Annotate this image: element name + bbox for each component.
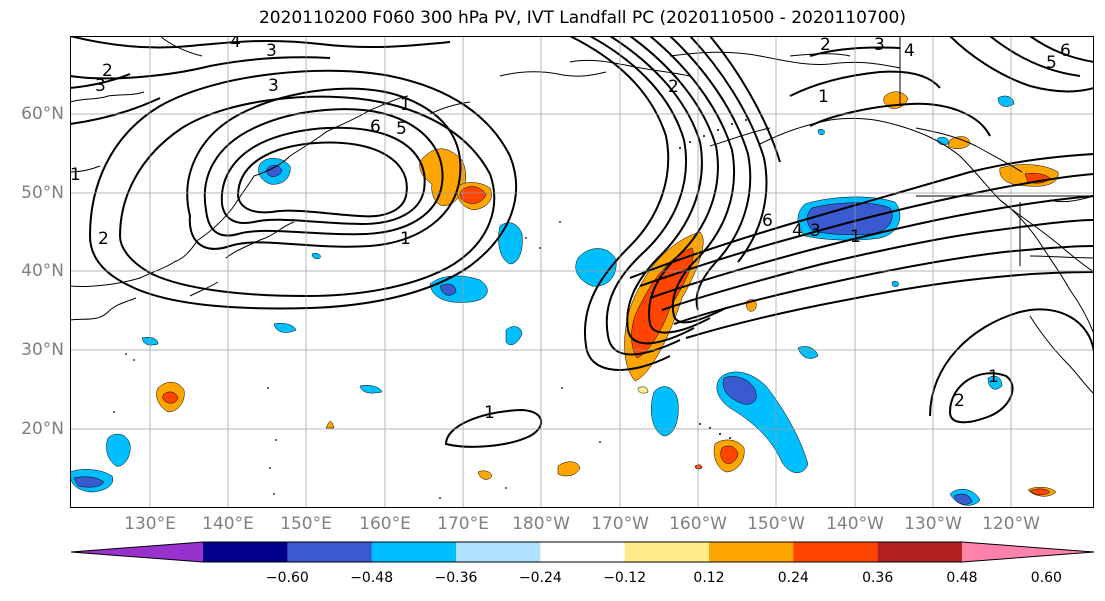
colorbar-swatch [540, 542, 626, 562]
contour-label: 2 [102, 61, 113, 81]
colorbar-tick-label: −0.24 [518, 570, 562, 586]
lon-label: 160°E [359, 514, 411, 534]
gridlines [70, 36, 1094, 508]
contour-label: 1 [400, 229, 411, 249]
map-title: 2020110200 F060 300 hPa PV, IVT Landfall… [258, 8, 906, 28]
lon-label: 150°E [280, 514, 332, 534]
contour-label: 3 [266, 41, 277, 61]
lon-label: 180°W [512, 514, 570, 534]
lon-label: 120°W [982, 514, 1040, 534]
lon-label: 140°W [826, 514, 884, 534]
lon-label: 170°W [591, 514, 649, 534]
lat-label: 60°N [21, 104, 64, 124]
contour-label: 6 [370, 117, 381, 137]
map-panel: 4 3 2 3 3 1 6 5 1 1 2 2 3 4 6 5 1 6 4 3 … [70, 36, 1094, 508]
contour-label: 4 [230, 36, 241, 52]
colorbar-tick-label: 0.48 [946, 570, 978, 586]
colorbar-tick-label: −0.60 [265, 570, 309, 586]
contour-label: 1 [850, 227, 861, 247]
lon-label: 170°E [437, 514, 489, 534]
colorbar-tick-label: −0.12 [603, 570, 647, 586]
colorbar-swatch [203, 542, 288, 562]
lon-label: 130°W [904, 514, 962, 534]
colorbar-tick-label: 0.24 [777, 570, 809, 586]
lat-label: 20°N [21, 419, 64, 439]
contour-label: 3 [268, 76, 279, 96]
contour-label: 1 [818, 87, 829, 107]
colorbar-swatch [287, 542, 373, 562]
contour-label: 5 [396, 119, 407, 139]
contour-label: 2 [820, 36, 831, 55]
contour-label: 2 [98, 229, 109, 249]
colorbar-swatch [709, 542, 794, 562]
colorbar [70, 541, 1095, 563]
lon-label: 160°W [669, 514, 727, 534]
contour-label: 4 [904, 41, 915, 61]
colorbar-swatch [371, 542, 457, 562]
contour-label: 1 [400, 95, 411, 115]
colorbar-tick-label: 0.12 [693, 570, 725, 586]
contour-label: 2 [954, 391, 965, 411]
ivt-anomaly-shading [70, 91, 1059, 506]
contour-label: 6 [1060, 41, 1071, 61]
contour-label: 2 [668, 77, 679, 97]
colorbar-tick-label: −0.36 [434, 570, 478, 586]
contour-label: 5 [1046, 53, 1057, 73]
colorbar-swatch [456, 542, 541, 562]
colorbar-tick-label: 0.36 [862, 570, 894, 586]
island-dots [113, 119, 747, 499]
lat-label: 40°N [21, 261, 64, 281]
lon-label: 140°E [202, 514, 254, 534]
contour-label: 4 [792, 221, 803, 241]
colorbar-swatch [793, 542, 879, 562]
colorbar-extend-low [71, 542, 203, 562]
colorbar-swatch [877, 542, 963, 562]
lon-label: 130°E [124, 514, 176, 534]
contour-label: 6 [762, 211, 773, 231]
colorbar-extend-high [962, 542, 1094, 562]
contour-label: 1 [70, 165, 81, 185]
lat-label: 50°N [21, 183, 64, 203]
contour-label: 3 [95, 76, 106, 96]
contour-label: 1 [484, 403, 495, 423]
colorbar-swatch [624, 542, 710, 562]
contour-label: 3 [874, 36, 885, 55]
pv-contours [70, 36, 1094, 448]
colorbar-tick-label: 0.60 [1030, 570, 1062, 586]
contour-labels: 4 3 2 3 3 1 6 5 1 1 2 2 3 4 6 5 1 6 4 3 … [70, 36, 1071, 423]
lon-label: 150°W [747, 514, 805, 534]
contour-label: 1 [988, 367, 999, 387]
lat-label: 30°N [21, 340, 64, 360]
contour-label: 3 [810, 221, 821, 241]
colorbar-tick-label: −0.48 [350, 570, 394, 586]
